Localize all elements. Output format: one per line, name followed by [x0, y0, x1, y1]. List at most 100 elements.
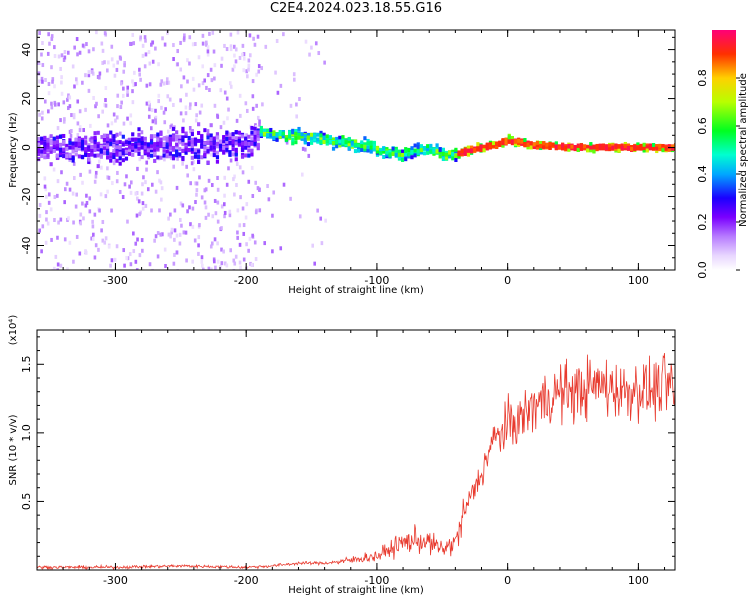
heat-cell [43, 145, 47, 150]
colorbar-tick-label: 0.4 [696, 165, 709, 183]
heat-cell [180, 223, 183, 228]
heat-cell [62, 151, 66, 156]
heat-cell [379, 151, 383, 156]
heat-cell [579, 146, 584, 151]
heat-cell [118, 151, 122, 156]
heat-cell [109, 141, 113, 146]
heat-cell [135, 196, 139, 201]
heat-cell [140, 238, 144, 243]
heat-cell [175, 153, 179, 158]
heat-cell [435, 143, 439, 148]
heat-cell [448, 150, 452, 155]
heat-cell [501, 141, 505, 146]
spectrogram-frame [36, 29, 676, 271]
heat-cell [172, 164, 176, 169]
heat-cell [55, 140, 60, 145]
heat-cell [247, 63, 251, 68]
heat-cell [294, 136, 298, 141]
heat-cell [98, 71, 102, 76]
heat-cell [548, 141, 552, 146]
heat-cell [175, 250, 179, 255]
heat-cell [115, 150, 119, 155]
heat-cell [165, 80, 169, 85]
heat-cell [216, 241, 219, 246]
heat-cell [178, 241, 182, 246]
heat-cell [176, 62, 179, 67]
heat-cell [57, 220, 60, 225]
heat-cell [68, 145, 72, 150]
heat-cell [375, 146, 380, 151]
heat-cell [58, 142, 63, 147]
heat-cell [234, 130, 238, 135]
heat-cell [197, 251, 200, 256]
heat-cell [162, 81, 166, 86]
heat-cell [156, 141, 160, 146]
heat-cell [272, 190, 276, 195]
heat-cell [92, 47, 95, 52]
heat-cell [203, 188, 207, 193]
heat-cell [198, 223, 201, 228]
heat-cell [673, 143, 675, 148]
heat-cell [220, 56, 224, 61]
heat-cell [338, 139, 342, 144]
heat-cell [207, 266, 211, 270]
heat-cell [251, 94, 255, 99]
heat-cell [53, 102, 57, 107]
heat-cell [179, 40, 182, 45]
heat-cell [197, 160, 201, 165]
heat-cell [292, 72, 296, 77]
heat-cell [582, 144, 587, 149]
heat-cell [159, 131, 163, 136]
heat-cell [70, 113, 73, 118]
heat-cell [225, 263, 229, 268]
heat-cell [68, 95, 72, 100]
x-tick-label: 100 [628, 274, 649, 287]
heat-cell [245, 133, 248, 138]
heat-cell [63, 237, 67, 242]
heat-cell [170, 227, 174, 232]
heat-cell [460, 148, 464, 153]
heat-cell [300, 136, 304, 141]
heat-cell [242, 56, 246, 61]
heat-cell [275, 38, 279, 43]
heat-cell [341, 140, 345, 145]
heat-cell [316, 139, 320, 144]
heat-cell [41, 110, 44, 115]
heat-cell [79, 172, 82, 177]
heat-cell [157, 99, 160, 104]
heat-cell [141, 201, 145, 206]
heat-cell [234, 152, 238, 157]
heat-cell [229, 158, 233, 163]
heat-cell [576, 148, 580, 153]
heat-cell [309, 132, 314, 137]
heat-cell [52, 143, 56, 148]
heat-cell [140, 191, 144, 196]
heat-cell [324, 218, 327, 223]
heat-cell [200, 134, 204, 139]
heat-cell [104, 194, 108, 199]
heat-cell [87, 70, 91, 75]
heat-cell [236, 208, 240, 213]
heat-cell [54, 254, 58, 259]
heat-cell [444, 152, 449, 157]
heat-cell [254, 210, 258, 215]
heat-cell [160, 79, 164, 84]
heat-cell [231, 143, 235, 148]
heat-cell [288, 130, 292, 135]
heat-cell [244, 143, 248, 148]
heat-cell [126, 116, 129, 121]
heat-cell [507, 139, 511, 144]
heat-cell [154, 189, 158, 194]
heat-cell [623, 141, 627, 146]
heat-cell [281, 131, 285, 136]
heat-cell [115, 132, 119, 137]
heat-cell [100, 135, 104, 140]
heat-cell [131, 145, 135, 150]
heat-cell [56, 193, 59, 198]
heat-cell [586, 148, 590, 153]
heat-cell [154, 120, 158, 125]
heat-cell [129, 113, 133, 118]
heat-cell [238, 223, 242, 228]
heat-cell [71, 141, 75, 146]
heat-cell [50, 36, 54, 41]
